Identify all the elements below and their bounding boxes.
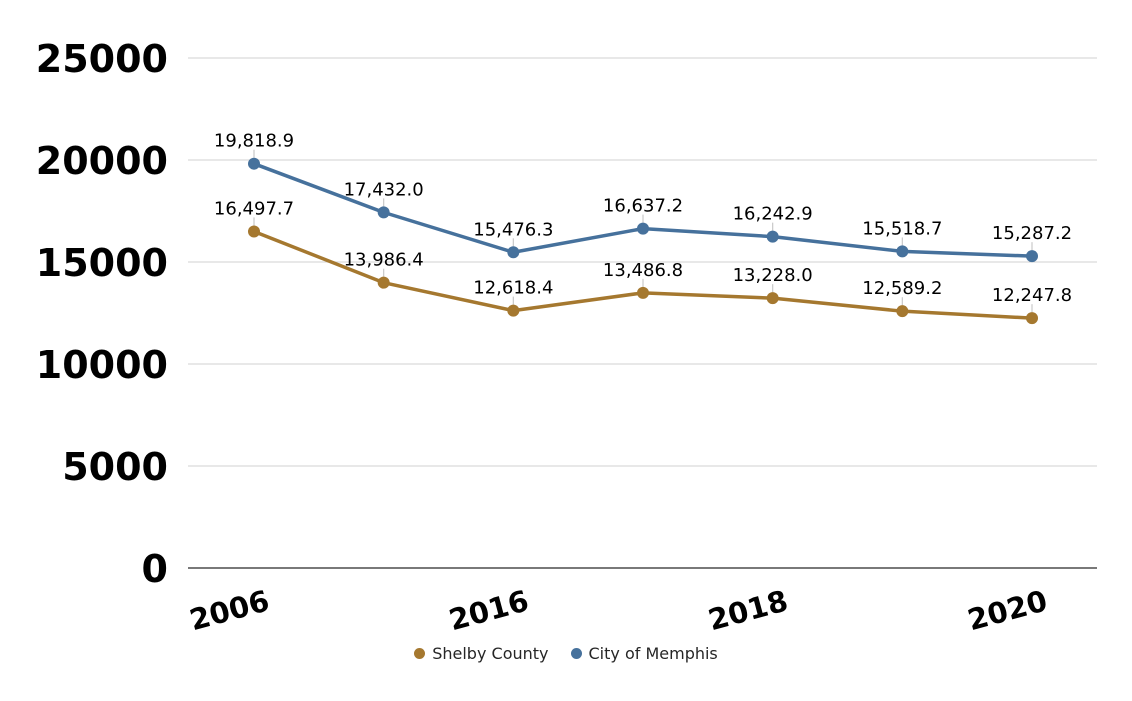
data-point-label-city-of-memphis: 15,476.3	[473, 219, 553, 240]
legend-item-city-of-memphis: City of Memphis	[570, 644, 718, 663]
x-axis-tick-label: 2006	[186, 583, 273, 637]
y-axis-tick-label: 5000	[62, 445, 168, 489]
data-point-label-city-of-memphis: 17,432.0	[344, 179, 424, 200]
x-axis-tick-label: 2016	[445, 583, 532, 637]
chart-legend: Shelby County City of Memphis	[0, 644, 1132, 663]
legend-label: Shelby County	[432, 644, 549, 663]
data-point-marker-city-of-memphis	[896, 245, 909, 258]
data-point-label-city-of-memphis: 15,287.2	[992, 223, 1072, 244]
data-point-label-shelby-county: 12,618.4	[473, 278, 553, 299]
data-point-label-shelby-county: 13,986.4	[344, 250, 424, 271]
data-point-marker-shelby-county	[507, 304, 520, 317]
x-axis-tick-label: 2018	[705, 583, 792, 637]
legend-marker-icon	[570, 648, 582, 659]
data-point-marker-city-of-memphis	[507, 246, 520, 259]
data-point-marker-shelby-county	[896, 305, 909, 318]
data-point-label-shelby-county: 16,497.7	[214, 198, 294, 219]
y-axis-tick-label: 15000	[36, 241, 168, 285]
data-point-marker-city-of-memphis	[637, 222, 649, 235]
x-axis-tick-label: 2020	[964, 583, 1051, 637]
legend-marker-icon	[414, 648, 426, 659]
y-axis-tick-label: 10000	[36, 343, 168, 387]
data-point-label-city-of-memphis: 15,518.7	[862, 218, 942, 239]
legend-label: City of Memphis	[588, 644, 718, 663]
data-point-label-shelby-county: 12,247.8	[992, 285, 1072, 306]
data-point-label-shelby-county: 13,486.8	[603, 260, 683, 281]
data-point-label-city-of-memphis: 16,637.2	[603, 196, 683, 217]
legend-item-shelby-county: Shelby County	[414, 644, 549, 663]
y-axis-tick-label: 25000	[36, 37, 168, 81]
data-point-marker-shelby-county	[377, 276, 390, 289]
data-point-marker-city-of-memphis	[248, 157, 260, 170]
data-point-marker-shelby-county	[248, 225, 260, 238]
data-point-marker-shelby-county	[766, 292, 779, 305]
data-point-marker-city-of-memphis	[1026, 250, 1038, 263]
y-axis-tick-label: 0	[142, 547, 168, 591]
data-point-label-shelby-county: 13,228.0	[733, 265, 813, 286]
data-point-marker-shelby-county	[637, 286, 649, 299]
data-point-marker-shelby-county	[1026, 312, 1038, 325]
y-axis-tick-label: 20000	[36, 139, 168, 183]
data-point-label-city-of-memphis: 16,242.9	[733, 204, 813, 225]
data-point-marker-city-of-memphis	[766, 230, 779, 243]
data-point-label-city-of-memphis: 19,818.9	[214, 131, 294, 152]
data-point-label-shelby-county: 12,589.2	[862, 278, 942, 299]
data-point-marker-city-of-memphis	[377, 206, 390, 219]
